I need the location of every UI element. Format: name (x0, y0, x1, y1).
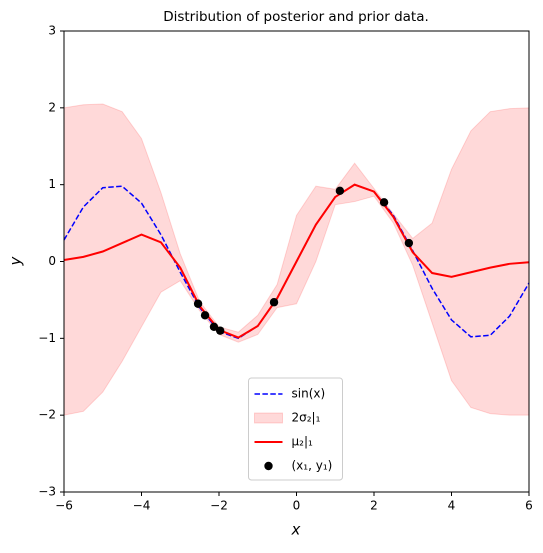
x-tick-label: 0 (293, 499, 301, 513)
x-tick-label: 4 (448, 499, 456, 513)
y-tick-label: 1 (48, 177, 56, 191)
legend-label: (x₁, y₁) (292, 459, 333, 473)
legend-handle (254, 412, 283, 424)
series-line (63, 183, 530, 339)
chart-title: Distribution of posterior and prior data… (163, 9, 429, 25)
legend-label: μ₂|₁ (292, 435, 313, 449)
y-tick-label: −3 (38, 485, 56, 499)
data-point (209, 322, 219, 332)
x-tick-label: −4 (133, 499, 151, 513)
y-axis-label: y (7, 255, 25, 266)
x-axis-label: x (291, 521, 301, 539)
legend-label: 2σ₂|₁ (292, 411, 321, 425)
legend-box (248, 377, 343, 481)
data-point (404, 238, 414, 248)
x-tick-label: 2 (370, 499, 378, 513)
x-tick-label: −6 (55, 499, 73, 513)
y-tick-label: −2 (38, 408, 56, 422)
data-point (335, 186, 345, 196)
data-point (215, 326, 225, 335)
data-point (379, 198, 389, 207)
y-tick-label: 3 (48, 24, 56, 38)
data-point (193, 299, 203, 308)
x-tick-label: 6 (525, 499, 533, 513)
data-point (200, 311, 210, 320)
y-tick-label: 2 (48, 100, 56, 114)
data-point (269, 298, 279, 307)
legend-handle (264, 461, 273, 471)
y-tick-label: 0 (48, 254, 56, 268)
x-tick-label: −2 (210, 499, 228, 513)
legend-label: sin(x) (292, 387, 326, 401)
y-tick-label: −1 (38, 331, 56, 345)
